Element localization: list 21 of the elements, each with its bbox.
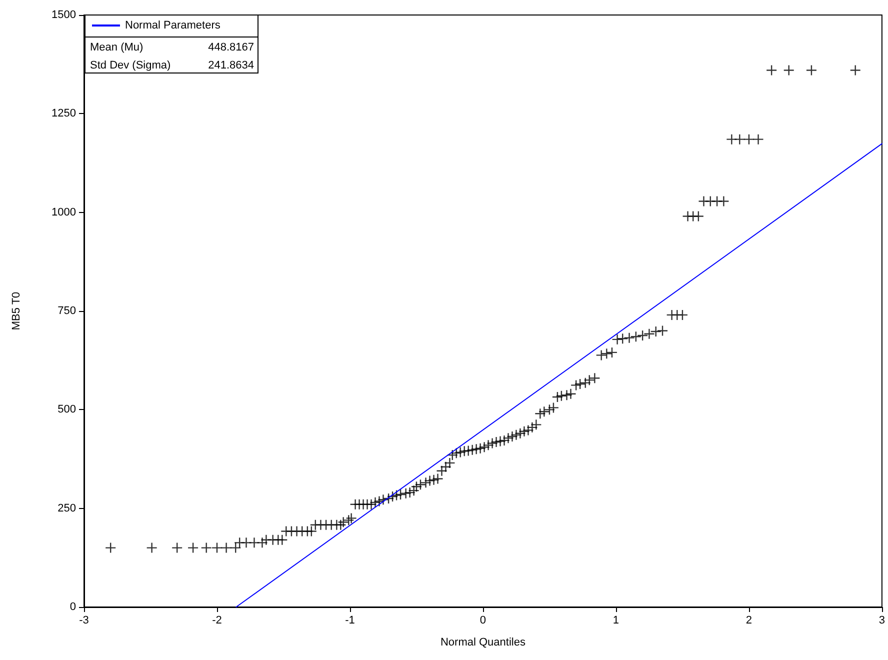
y-tick-label: 1000 <box>52 206 76 218</box>
x-tick-label: 3 <box>878 614 886 626</box>
x-tick-label: -3 <box>79 614 89 626</box>
y-tick-label: 250 <box>58 502 76 514</box>
annotation: 448.8167 <box>208 42 254 54</box>
y-tick-label: 1500 <box>52 9 76 21</box>
y-axis-title: MB5 T0 <box>10 292 22 330</box>
legend-label: Normal Parameters <box>125 20 221 32</box>
x-tick-label: 2 <box>746 614 752 626</box>
annotation: 241.8634 <box>208 60 254 72</box>
x-tick-label: 0 <box>480 614 486 626</box>
x-tick-label: 1 <box>612 614 620 626</box>
y-tick-label: 1250 <box>52 108 76 120</box>
y-tick-label: 750 <box>58 305 76 317</box>
annotation: Std Dev (Sigma) <box>90 60 171 72</box>
y-tick-label: 0 <box>70 601 76 613</box>
y-tick-label: 500 <box>58 404 76 416</box>
x-axis-title: Normal Quantiles <box>440 636 526 648</box>
annotation: Mean (Mu) <box>90 42 144 54</box>
x-tick-label: -1 <box>345 614 355 626</box>
x-tick-label: -2 <box>212 614 222 626</box>
